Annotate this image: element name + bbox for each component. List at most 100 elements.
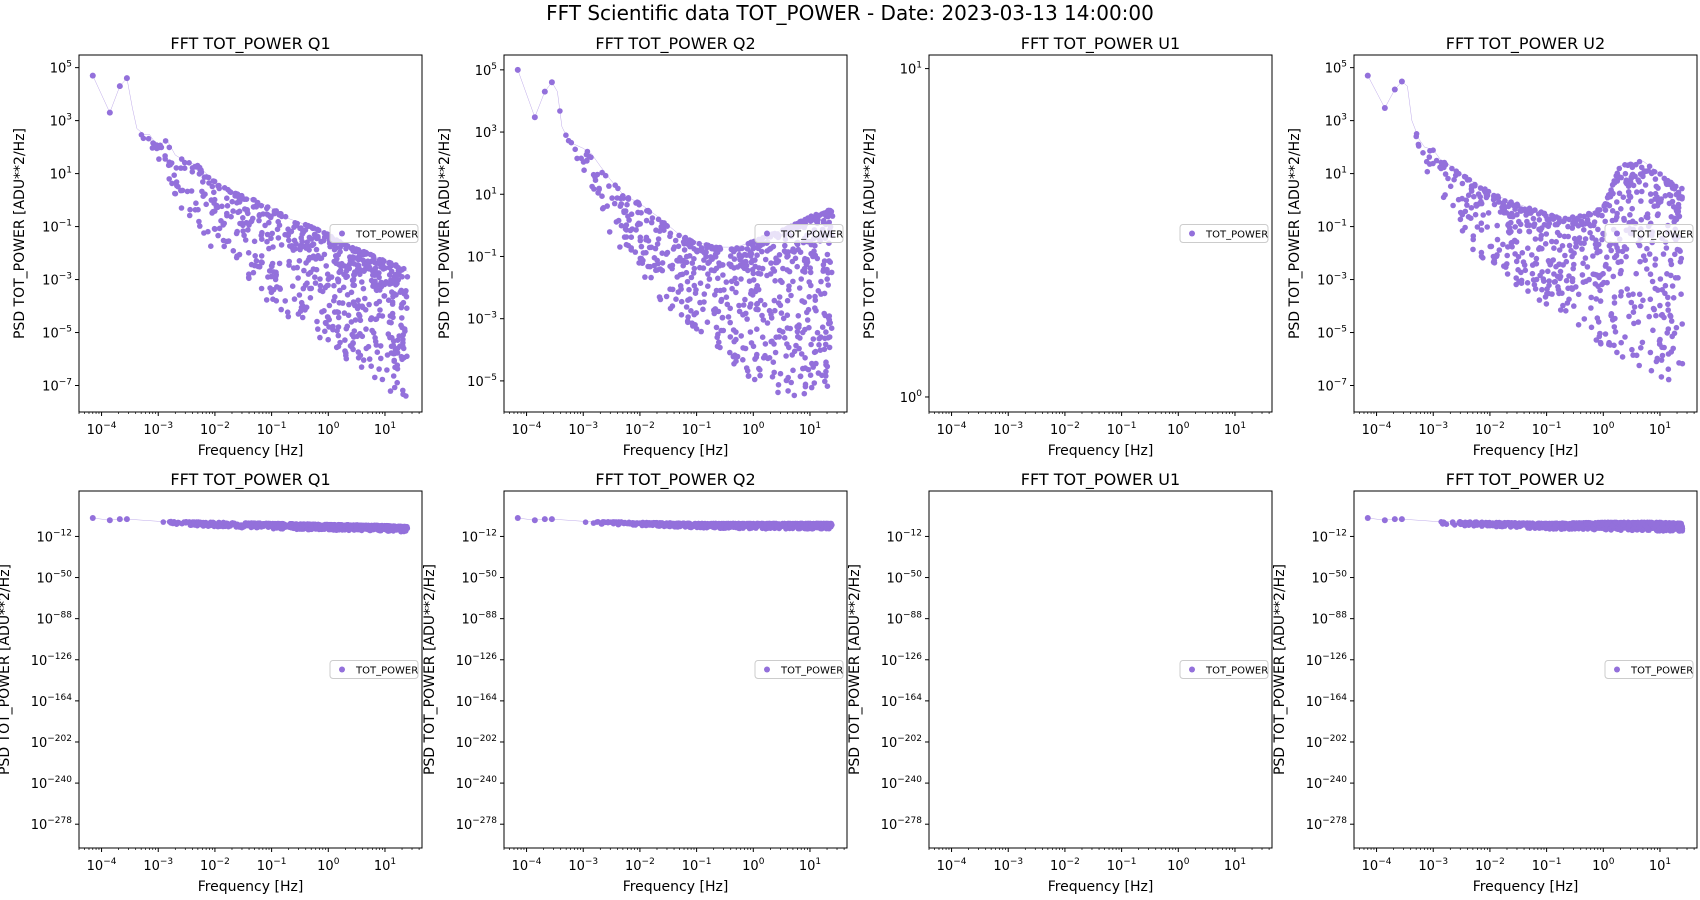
data-point — [811, 248, 817, 254]
legend-label: TOT_POWER — [780, 666, 843, 677]
data-point — [210, 178, 217, 184]
data-point — [1544, 290, 1550, 297]
data-point — [736, 246, 742, 252]
data-point — [599, 193, 605, 199]
data-point — [1472, 211, 1479, 218]
data-point — [689, 260, 696, 266]
subplot-1: FFT TOT_POWER Q1 10−4 10−3 10−2 10−1 100 101 10… — [12, 34, 423, 459]
data-point — [1665, 307, 1671, 313]
data-point — [1537, 272, 1543, 279]
data-point — [351, 282, 358, 289]
data-point — [246, 222, 252, 228]
data-point — [1628, 161, 1634, 168]
data-point — [200, 193, 206, 199]
data-point — [1659, 352, 1666, 359]
data-point — [742, 296, 748, 303]
data-point — [1575, 322, 1582, 328]
data-point — [1642, 257, 1648, 264]
x-tick-label: 10−3 — [568, 857, 598, 874]
data-point — [609, 195, 615, 201]
y-tick-label: 10−126 — [1306, 652, 1348, 669]
data-point — [794, 263, 800, 270]
data-point — [623, 227, 630, 233]
data-point — [1578, 218, 1584, 225]
y-axis-label: PSD TOT_POWER [ADU**2/Hz] — [1272, 564, 1288, 775]
data-point — [145, 135, 152, 142]
data-point — [1447, 183, 1454, 190]
x-tick-label: 10−4 — [1362, 857, 1392, 874]
data-point — [335, 314, 342, 321]
data-point — [1562, 252, 1568, 259]
data-point — [624, 201, 630, 208]
data-point — [1618, 174, 1624, 181]
data-point — [635, 209, 641, 216]
series-tot_power — [89, 515, 411, 535]
data-point — [393, 263, 399, 270]
data-point — [808, 384, 815, 391]
data-point — [657, 266, 664, 272]
x-tick-label: 100 — [317, 857, 340, 874]
data-point — [1516, 218, 1522, 225]
data-point — [726, 261, 732, 267]
data-point — [610, 520, 617, 527]
data-point — [674, 520, 680, 527]
data-point — [1538, 232, 1545, 239]
data-point — [348, 289, 355, 296]
data-point — [1500, 241, 1506, 248]
data-point — [1543, 231, 1550, 237]
data-point — [192, 163, 198, 170]
data-point — [205, 522, 211, 528]
data-point — [355, 302, 362, 309]
data-point — [1582, 255, 1589, 261]
data-point — [712, 253, 719, 260]
data-point — [655, 216, 662, 223]
data-point — [1579, 246, 1585, 252]
data-point — [640, 257, 646, 264]
x-tick-label: 10−3 — [568, 421, 598, 438]
y-tick-label: 10−88 — [36, 611, 72, 628]
data-point — [626, 217, 632, 223]
data-point — [711, 267, 718, 274]
data-point — [1569, 225, 1576, 231]
data-point — [757, 242, 764, 249]
data-point — [1566, 242, 1573, 249]
data-point — [769, 374, 776, 380]
y-tick-label: 10−278 — [31, 816, 73, 833]
data-point — [362, 295, 368, 302]
data-point — [334, 327, 340, 334]
data-point — [392, 350, 398, 357]
legend-box — [754, 224, 844, 243]
y-tick-label: 105 — [1325, 60, 1347, 77]
x-tick-label: 10−4 — [512, 421, 542, 438]
data-point — [824, 383, 831, 390]
y-tick-label: 10−126 — [881, 652, 923, 669]
y-tick-label: 10−5 — [42, 325, 72, 342]
data-point — [354, 333, 361, 340]
data-point — [1557, 273, 1564, 280]
data-point — [773, 334, 779, 341]
data-point — [1516, 228, 1523, 234]
legend-label: TOT_POWER — [1205, 666, 1268, 677]
data-point — [1670, 295, 1677, 301]
data-point — [351, 301, 358, 308]
data-point — [369, 258, 375, 264]
data-point — [404, 274, 411, 280]
data-point — [171, 172, 177, 178]
subplot-title: FFT TOT_POWER Q1 — [170, 34, 330, 54]
data-point — [702, 521, 708, 528]
x-tick-label: 101 — [799, 421, 821, 438]
data-point — [1459, 180, 1466, 187]
y-tick-label: 10−126 — [456, 652, 498, 669]
data-point — [757, 372, 763, 379]
data-point — [824, 251, 831, 258]
data-point — [1449, 165, 1455, 172]
data-point — [216, 225, 223, 232]
data-point — [278, 242, 285, 248]
data-point — [1675, 275, 1681, 281]
data-point — [398, 322, 404, 329]
data-point — [360, 257, 367, 264]
data-point — [1629, 346, 1635, 353]
data-point — [719, 315, 726, 321]
data-point — [1611, 300, 1618, 306]
x-tick-label: 100 — [1167, 857, 1190, 874]
